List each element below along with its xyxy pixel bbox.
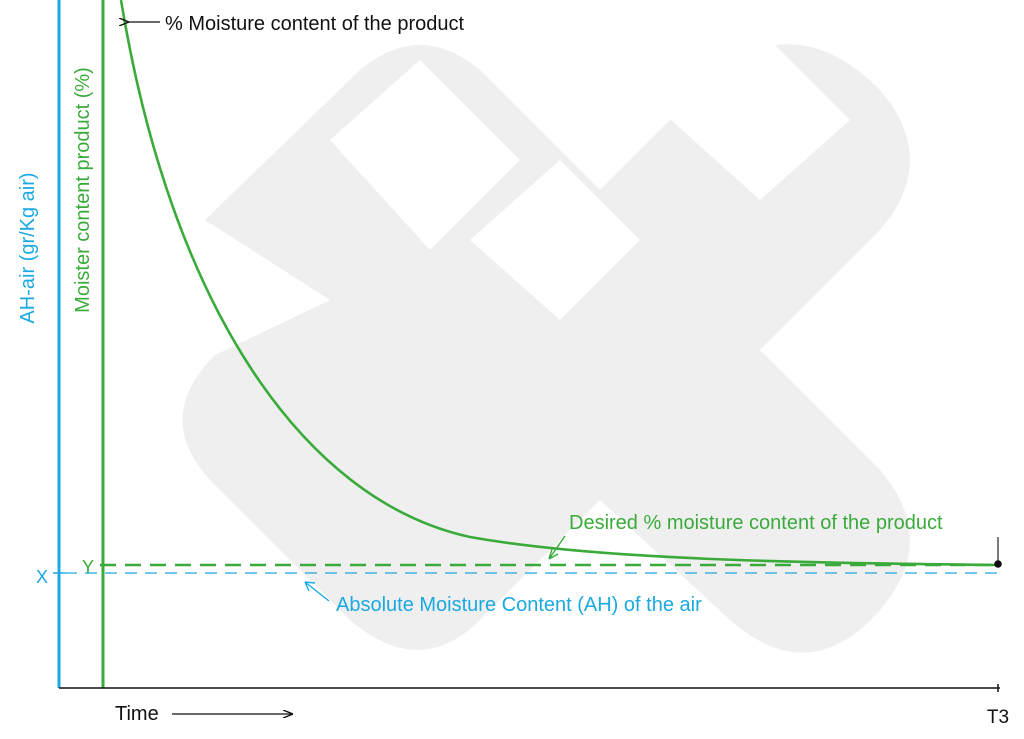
y-tick-label-x: X	[36, 567, 48, 587]
x-tick-label-t3: T3	[987, 707, 1009, 728]
annotation-arrow-air	[304, 581, 330, 602]
logo-watermark-icon	[182, 30, 910, 653]
annotation-air-ah: Absolute Moisture Content (AH) of the ai…	[336, 594, 702, 616]
annotation-desired-moisture: Desired % moisture content of the produc…	[569, 512, 943, 534]
x-axis-label: Time	[115, 703, 159, 725]
y-axis-label-ah-air: AH-air (gr/Kg air)	[17, 172, 39, 323]
t3-end-point	[994, 560, 1002, 568]
annotation-arrow-desired	[548, 535, 566, 560]
y-axis-label-moisture-product: Moister content product (%)	[72, 67, 94, 313]
y-tick-label-y: Y	[82, 557, 94, 577]
annotation-product-moisture: % Moisture content of the product	[165, 13, 464, 35]
series-line-product-moisture	[119, 0, 999, 567]
